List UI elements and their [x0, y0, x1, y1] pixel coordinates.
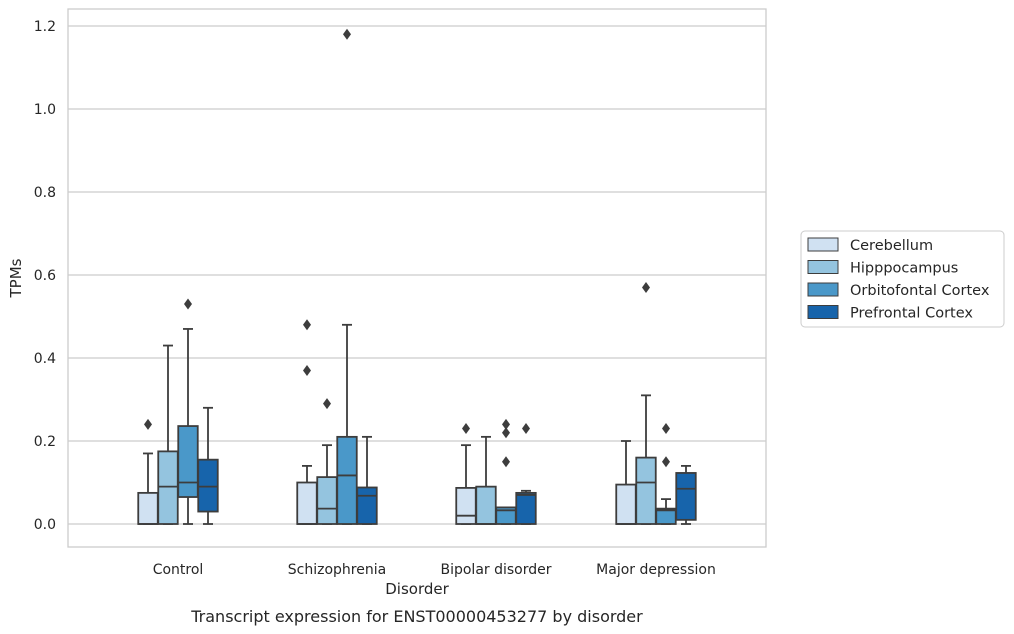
y-tick-label: 0.2 — [34, 434, 56, 450]
outlier-point — [323, 398, 331, 410]
legend-swatch — [807, 305, 839, 319]
box-group — [197, 406, 219, 525]
box-group — [495, 418, 517, 525]
box — [635, 456, 657, 525]
y-tick-label: 0.8 — [34, 185, 56, 201]
chart-caption: Transcript expression for ENST0000045327… — [190, 607, 643, 626]
box-group — [515, 423, 537, 525]
legend-label: Orbitofontal Cortex — [850, 283, 990, 299]
box — [515, 491, 537, 525]
legend-swatch — [807, 260, 839, 274]
box — [296, 481, 318, 525]
outlier-point — [502, 418, 510, 430]
box-group — [296, 319, 318, 525]
y-axis-label: TPMs — [7, 258, 25, 298]
legend-swatch — [807, 282, 839, 297]
y-tick-label: 0.6 — [34, 268, 56, 284]
box — [675, 472, 697, 521]
box-marks — [137, 28, 697, 525]
box-group — [316, 398, 338, 525]
outlier-point — [462, 423, 470, 435]
x-tick-label: Major depression — [596, 562, 716, 578]
box — [137, 491, 159, 525]
legend-label: Cerebellum — [850, 238, 933, 254]
box — [157, 450, 179, 525]
outlier-point — [303, 364, 311, 376]
box — [177, 425, 199, 498]
outlier-point — [343, 28, 351, 40]
y-tick-label: 0.0 — [34, 517, 56, 533]
y-tick-label: 0.4 — [34, 351, 56, 367]
box-group — [177, 298, 199, 525]
box-group — [655, 423, 677, 525]
box-group — [157, 344, 179, 525]
box-group — [137, 418, 159, 525]
y-tick-labels: 0.0 0.2 0.4 0.6 0.8 1.0 1.2 — [34, 19, 56, 533]
legend-label: Hipppocampus — [850, 261, 958, 277]
outlier-point — [144, 418, 152, 430]
x-tick-label: Control — [153, 562, 204, 578]
box — [197, 458, 219, 513]
y-tick-label: 1.2 — [34, 19, 56, 35]
box-group — [635, 281, 657, 525]
box — [475, 485, 497, 525]
outlier-point — [303, 319, 311, 331]
x-tick-label: Schizophrenia — [288, 562, 386, 578]
box-group — [675, 464, 697, 525]
outlier-point — [502, 427, 510, 439]
box — [615, 483, 637, 525]
box — [455, 486, 477, 525]
x-tick-labels: Control Schizophrenia Bipolar disorder Majo… — [153, 562, 716, 578]
box — [356, 486, 378, 525]
legend-frame — [800, 230, 1005, 328]
outlier-point — [502, 456, 510, 468]
box-group — [336, 28, 358, 525]
x-tick-label: Bipolar disorder — [440, 562, 551, 578]
box — [336, 435, 358, 525]
outlier-point — [662, 423, 670, 435]
outlier-point — [184, 298, 192, 310]
box-group — [455, 423, 477, 525]
outlier-point — [642, 281, 650, 293]
legend-swatch — [807, 237, 839, 252]
outlier-point — [662, 456, 670, 468]
plot-frame — [67, 8, 767, 548]
box — [316, 476, 338, 525]
box-group — [475, 435, 497, 525]
legend: Cerebellum Hipppocampus Orbitofontal Corte… — [800, 230, 1005, 328]
y-tick-label: 1.0 — [34, 102, 56, 118]
legend-label: Prefrontal Cortex — [850, 306, 973, 322]
outlier-point — [522, 423, 530, 435]
x-axis-label: Disorder — [385, 580, 449, 598]
box-group — [356, 435, 378, 525]
